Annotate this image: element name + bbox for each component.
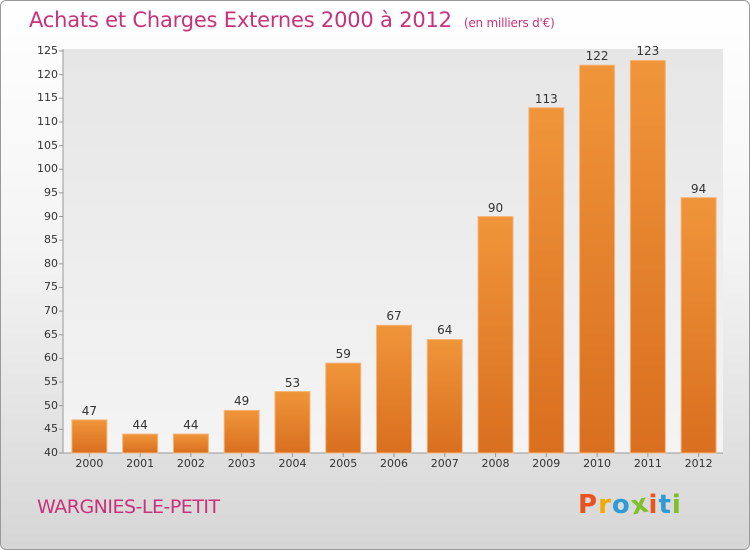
y-tick-label: 65 [44,327,58,341]
y-tick-label: 115 [37,91,58,105]
bar-2009 [528,107,565,454]
x-tick-label: 2009 [532,457,561,470]
commune-name: WARGNIES-LE-PETIT [37,496,220,518]
y-tick-label: 40 [44,446,58,459]
bar-value-label: 44 [183,418,199,433]
y-tick-label: 95 [44,185,58,199]
y-tick-label: 120 [37,67,58,81]
bar-2004 [274,391,311,454]
y-tick-label: 125 [37,44,58,57]
bar-value-label: 49 [234,394,250,409]
bar-2000 [71,419,108,454]
bar-2007 [426,338,463,454]
bar-2011 [629,59,666,454]
chart-title-text: Achats et Charges Externes 2000 à 2012 [29,8,452,32]
x-tick-label: 2000 [75,457,104,470]
y-tick-label: 50 [44,398,58,412]
x-tick-label: 2006 [380,457,408,470]
chart-subtitle: (en milliers d'€) [463,16,555,30]
y-tick-label: 110 [37,114,58,128]
x-tick-label: 2010 [583,457,612,470]
bar-value-label: 64 [437,323,453,338]
y-tick-label: 75 [44,280,58,294]
y-tick-label: 55 [44,375,58,389]
bar-2012 [680,197,717,454]
y-tick-label: 80 [44,256,58,270]
bar-2006 [376,324,412,454]
x-tick-label: 2008 [481,457,510,470]
bar-value-label: 47 [81,403,98,418]
x-tick-label: 2011 [633,457,662,470]
x-tick-label: 2005 [329,457,358,470]
x-tick-label: 2007 [430,457,459,470]
logo-letter: i [648,490,659,520]
bar-value-label: 94 [690,181,707,196]
y-tick-label: 60 [44,351,58,365]
bar-value-label: 90 [487,200,504,215]
proxiti-logo: Proxiti [578,488,682,521]
bar-value-label: 67 [386,309,402,324]
bar-value-label: 44 [132,418,148,433]
bar-2003 [223,409,260,454]
x-tick-label: 2004 [278,457,307,470]
y-tick-label: 70 [44,304,58,318]
bar-2010 [579,64,616,454]
bar-2002 [172,433,209,454]
x-tick-label: 2012 [684,457,713,470]
bar-value-label: 59 [335,347,351,362]
x-tick-label: 2003 [227,457,256,470]
bar-value-label: 113 [534,91,558,106]
y-tick-label: 85 [44,233,58,247]
logo-letter: r [598,490,612,520]
bar-2001 [122,433,159,454]
logo-letter: P [578,490,599,520]
logo-letter: i [671,490,682,520]
x-tick-label: 2001 [126,457,155,470]
y-tick-label: 100 [37,162,58,176]
y-tick-label: 105 [37,138,58,152]
bar-value-label: 53 [284,375,301,390]
chart-title: Achats et Charges Externes 2000 à 2012 (e… [29,8,555,32]
logo-letter: o [611,490,631,520]
logo-letter: t [658,490,672,520]
y-tick-label: 90 [44,209,58,223]
bar-2005 [325,362,362,454]
bar-2008 [477,216,514,454]
bar-value-label: 123 [636,44,660,59]
bar-value-label: 122 [585,49,609,64]
x-tick-label: 2002 [176,457,205,470]
y-tick-label: 45 [44,422,58,436]
